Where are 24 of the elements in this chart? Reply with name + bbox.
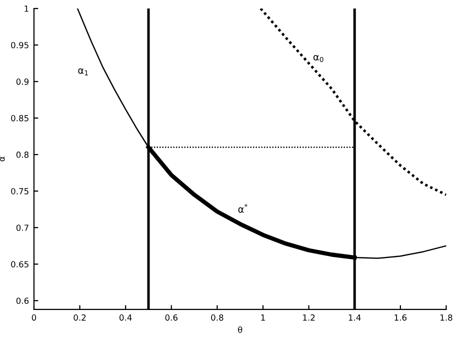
y-tick-label: 0.9 [16,78,29,85]
x-tick-label: 1.2 [303,314,315,321]
x-tick-label: 0.2 [74,314,86,321]
x-tick-label: 1.6 [394,314,407,321]
y-tick-label: 0.95 [11,42,28,48]
series-label: α$_{1}$ [78,68,88,76]
series-label: α$^{*}$ [238,204,248,213]
y-tick-label: 0.75 [11,188,28,194]
y-tick-label: 1 [24,6,28,12]
y-tick-label: 0.85 [11,115,28,122]
x-tick-label: 0.4 [120,314,132,321]
y-axis-title: α [0,156,5,162]
x-axis-title: θ [238,326,242,333]
y-tick-label: 0.7 [16,224,28,231]
y-tick-label: 0.6 [16,298,29,304]
x-tick-label: 0 [32,314,36,321]
x-tick-label: 0.8 [211,314,224,321]
x-tick-label: 1.8 [440,314,452,321]
x-tick-label: 0.6 [165,314,178,321]
x-tick-label: 1 [261,314,265,321]
y-tick-label: 0.65 [11,261,28,268]
series-label: α$_{0}$ [313,54,324,62]
y-tick-label: 0.8 [16,152,29,158]
x-tick-label: 1.4 [348,314,361,321]
